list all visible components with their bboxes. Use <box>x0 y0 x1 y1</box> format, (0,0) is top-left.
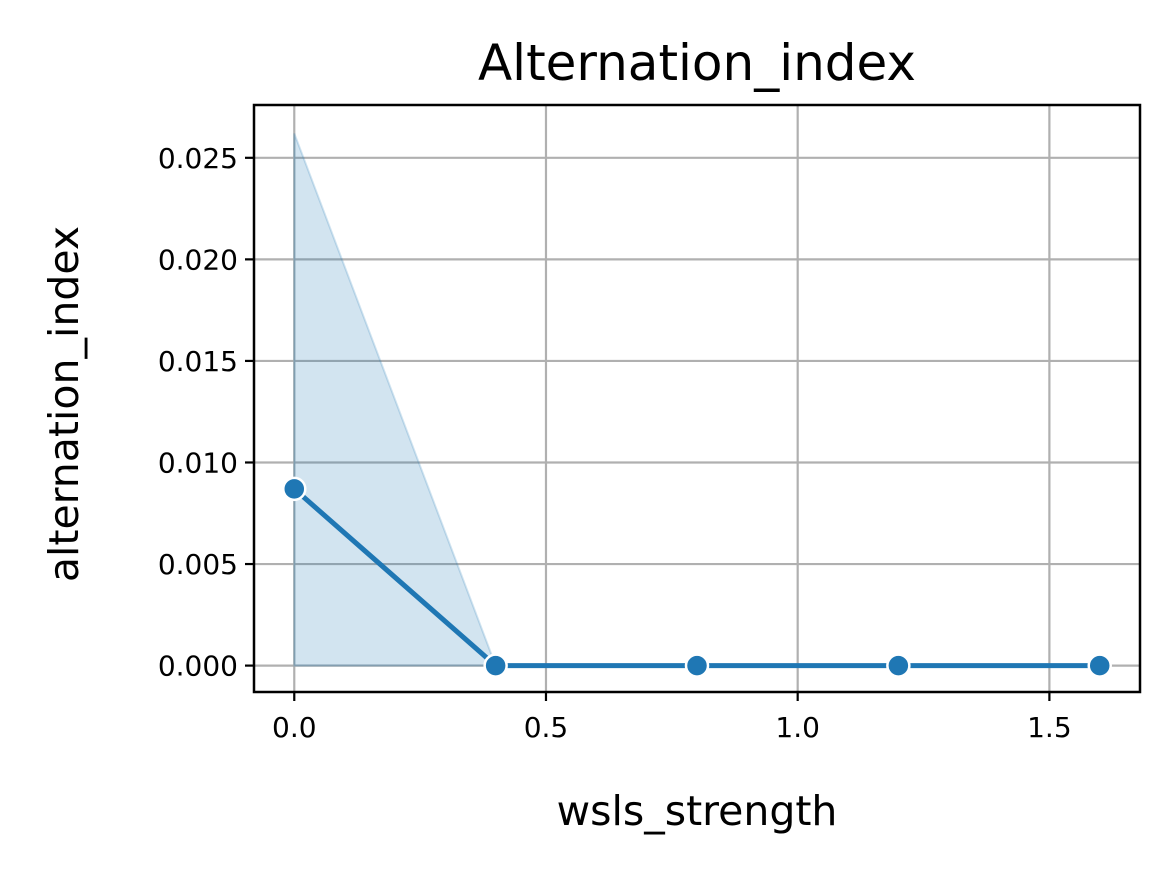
y-tick-label: 0.025 <box>158 142 238 175</box>
y-tick-label: 0.010 <box>158 446 238 479</box>
chart-title: Alternation_index <box>478 34 916 92</box>
x-tick-label: 0.0 <box>272 711 317 744</box>
x-tick-label: 0.5 <box>524 711 569 744</box>
data-point <box>886 653 911 678</box>
x-axis-ticks: 0.0 0.5 1.0 1.5 <box>272 692 1072 744</box>
y-tick-label: 0.020 <box>158 243 238 276</box>
y-tick-label: 0.015 <box>158 345 238 378</box>
y-axis-label: alternation_index <box>40 226 88 582</box>
data-point <box>483 653 508 678</box>
y-tick-label: 0.000 <box>158 650 238 683</box>
confidence-band <box>293 133 1100 667</box>
data-point <box>684 653 710 678</box>
confidence-band-layer <box>293 133 1100 667</box>
data-point <box>282 476 307 502</box>
x-tick-label: 1.5 <box>1027 711 1072 744</box>
plot-frame <box>252 103 1142 694</box>
y-axis-ticks: 0.000 0.005 0.010 0.015 0.020 0.025 <box>158 142 254 683</box>
x-tick-label: 1.0 <box>775 711 820 744</box>
data-point-layer <box>282 476 1112 678</box>
y-tick-label: 0.005 <box>158 548 238 581</box>
x-axis-label: wsls_strength <box>557 787 838 835</box>
data-point <box>1087 653 1112 678</box>
